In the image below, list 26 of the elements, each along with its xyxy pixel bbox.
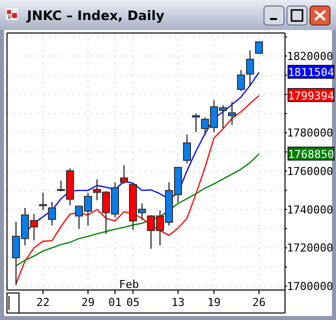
candlestick <box>237 69 245 92</box>
x-tick-label: 05 <box>126 296 140 309</box>
y-tick-label: 1780000 <box>286 126 334 140</box>
x-tick-label: 29 <box>81 296 95 309</box>
x-tick-label: 13 <box>171 296 185 309</box>
candlestick <box>255 41 263 54</box>
y-tick-label: 1760000 <box>286 164 334 178</box>
candlestick <box>183 134 191 164</box>
text: 1768850 <box>288 148 334 161</box>
x-tick-label: 01 <box>108 296 122 309</box>
y-tick-label: 1700000 <box>286 280 334 294</box>
candlestick <box>39 192 47 211</box>
candlestick <box>192 112 200 133</box>
x-tick-label: 26 <box>252 296 266 309</box>
y-tick-label: 1720000 <box>286 242 334 255</box>
candlestick <box>48 201 56 226</box>
candlestick <box>120 164 128 185</box>
line-series <box>15 154 260 266</box>
candlestick <box>228 101 236 126</box>
annotation: Feb <box>119 278 139 291</box>
chart-title: JNKC – Index, Daily <box>26 9 165 24</box>
candlestick <box>246 50 254 86</box>
x-tick-label: 19 <box>207 296 221 309</box>
y-tick-label: 1740000 <box>286 203 334 216</box>
x-tick-label: 22 <box>36 296 50 309</box>
y-tick-label: 1820000 <box>286 50 334 63</box>
